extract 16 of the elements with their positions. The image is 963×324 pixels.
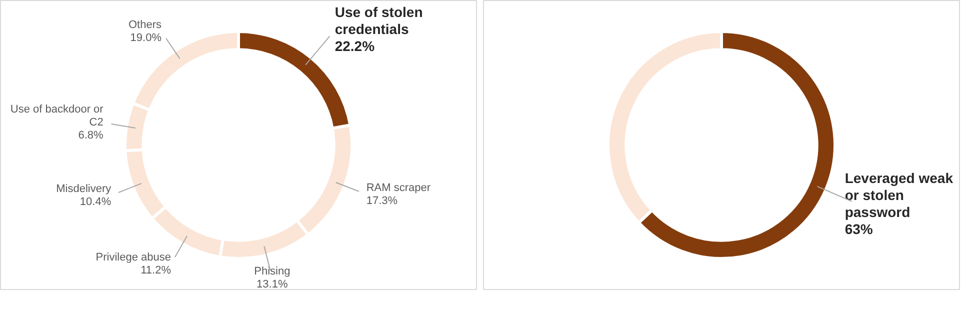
data-label: 10.4%: [80, 196, 112, 208]
slice-label: Use of backdoor or C2: [10, 104, 104, 129]
data-label: 63%: [844, 220, 874, 237]
slice-label: Leveraged weak or stolen password: [844, 170, 954, 220]
slice-label: Phising: [254, 265, 290, 278]
data-label: 13.1%: [256, 278, 288, 290]
data-label: 19.0%: [130, 32, 162, 44]
data-label: 11.2%: [140, 264, 172, 277]
data-label: 22.2%: [334, 38, 376, 54]
slice-label: Others: [128, 19, 162, 32]
slice-label: Privilege abuse: [96, 252, 171, 264]
slice-label: Use of stolen credentials: [334, 4, 423, 37]
data-label: 6.8%: [78, 130, 104, 142]
slice-label: Misdelivery: [56, 182, 112, 195]
slice-label: RAM scraper: [366, 182, 431, 194]
data-label: 17.3%: [366, 194, 398, 207]
